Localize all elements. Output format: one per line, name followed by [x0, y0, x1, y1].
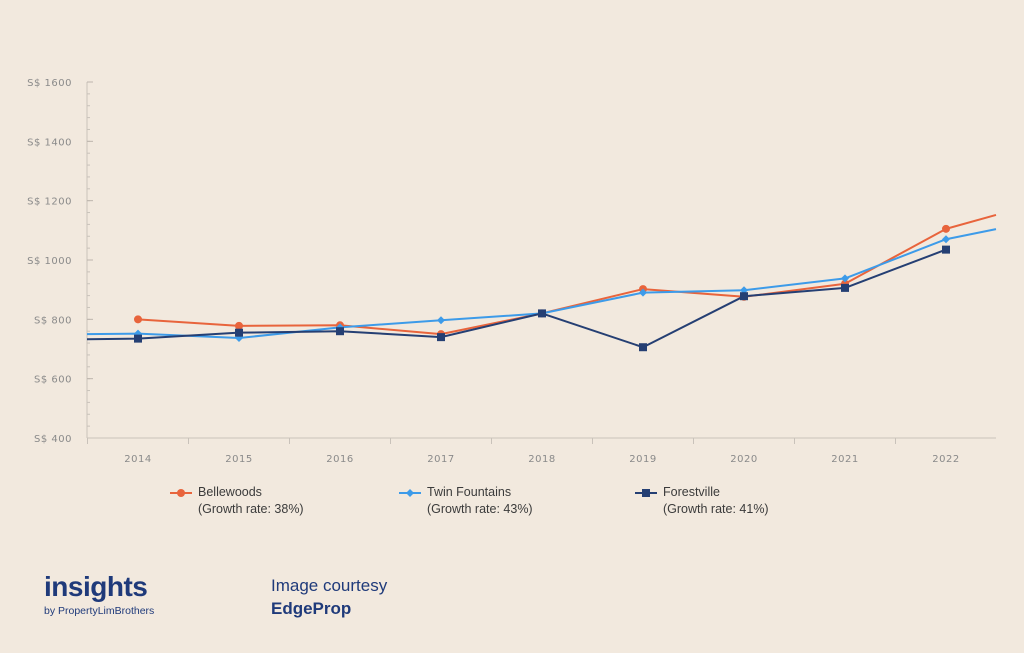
- x-tick-label: 2015: [225, 454, 252, 465]
- legend-note-twin-fountains: (Growth rate: 43%): [427, 502, 533, 516]
- data-point-forestville: [639, 343, 647, 352]
- x-tick-label: 2020: [730, 454, 757, 465]
- x-tick-label: 2014: [124, 454, 151, 465]
- data-point-forestville: [134, 334, 142, 343]
- brand-byline: by PropertyLimBrothers: [44, 605, 155, 617]
- data-point-forestville: [437, 333, 445, 342]
- x-tick-label: 2016: [326, 454, 353, 465]
- x-axis: 2014 2015 2016 2017 2018 2019 2020 2021 2022: [87, 437, 996, 465]
- series-line-bellewoods: [137, 213, 997, 336]
- data-point-twin-fountains: [639, 288, 647, 297]
- data-point-bellewoods: [235, 321, 243, 330]
- legend-note-bellewoods: (Growth rate: 38%): [198, 502, 304, 516]
- data-point-forestville: [942, 245, 950, 254]
- legend-note-forestville: (Growth rate: 41%): [663, 502, 769, 516]
- y-tick-label: S$ 1200: [27, 197, 72, 208]
- y-tick-label: S$ 1600: [27, 78, 72, 89]
- legend-item-forestville: Forestville (Growth rate: 41%): [635, 484, 769, 518]
- data-point-forestville: [336, 327, 344, 336]
- data-point-forestville: [235, 328, 243, 337]
- legend-marker-twin-fountains: [399, 489, 421, 497]
- legend-marker-forestville: [635, 489, 657, 497]
- data-point-bellewoods: [942, 224, 950, 233]
- legend-item-bellewoods: Bellewoods (Growth rate: 38%): [170, 484, 304, 518]
- data-point-bellewoods: [134, 315, 142, 324]
- y-tick-label: S$ 1400: [27, 137, 72, 148]
- y-tick-label: S$ 400: [34, 434, 72, 445]
- data-point-twin-fountains: [942, 235, 950, 244]
- data-point-forestville: [841, 283, 849, 292]
- legend-label-forestville: Forestville: [663, 485, 720, 499]
- image-courtesy: Image courtesy EdgeProp: [271, 575, 387, 621]
- legend-label-bellewoods: Bellewoods: [198, 485, 262, 499]
- y-axis: S$ 400 S$ 600 S$ 800 S$ 1000 S$ 1200 S$ 1400 S…: [27, 78, 93, 445]
- y-tick-label: S$ 1000: [27, 256, 72, 267]
- series-line-twin-fountains: [86, 228, 997, 340]
- brand-logo: insights by PropertyLimBrothers: [44, 571, 154, 617]
- x-tick-label: 2021: [831, 454, 858, 465]
- data-point-twin-fountains: [841, 274, 849, 283]
- legend-item-twin-fountains: Twin Fountains (Growth rate: 43%): [399, 484, 533, 518]
- series-line-forestville: [86, 248, 947, 349]
- y-tick-label: S$ 800: [34, 315, 72, 326]
- data-point-forestville: [538, 309, 546, 318]
- x-tick-label: 2022: [932, 454, 959, 465]
- x-tick-label: 2017: [427, 454, 454, 465]
- series-layer: [86, 213, 997, 352]
- line-chart: S$ 400 S$ 600 S$ 800 S$ 1000 S$ 1200 S$ 1400 S…: [27, 78, 997, 465]
- x-tick-label: 2018: [528, 454, 555, 465]
- legend-label-twin-fountains: Twin Fountains: [427, 485, 512, 499]
- x-tick-label: 2019: [629, 454, 656, 465]
- courtesy-source: EdgeProp: [271, 599, 352, 618]
- brand-name: insights: [44, 571, 148, 602]
- data-point-twin-fountains: [437, 316, 445, 325]
- y-tick-label: S$ 600: [34, 375, 72, 386]
- legend-marker-bellewoods: [170, 489, 192, 497]
- data-point-forestville: [740, 292, 748, 301]
- courtesy-text: Image courtesy: [271, 576, 388, 595]
